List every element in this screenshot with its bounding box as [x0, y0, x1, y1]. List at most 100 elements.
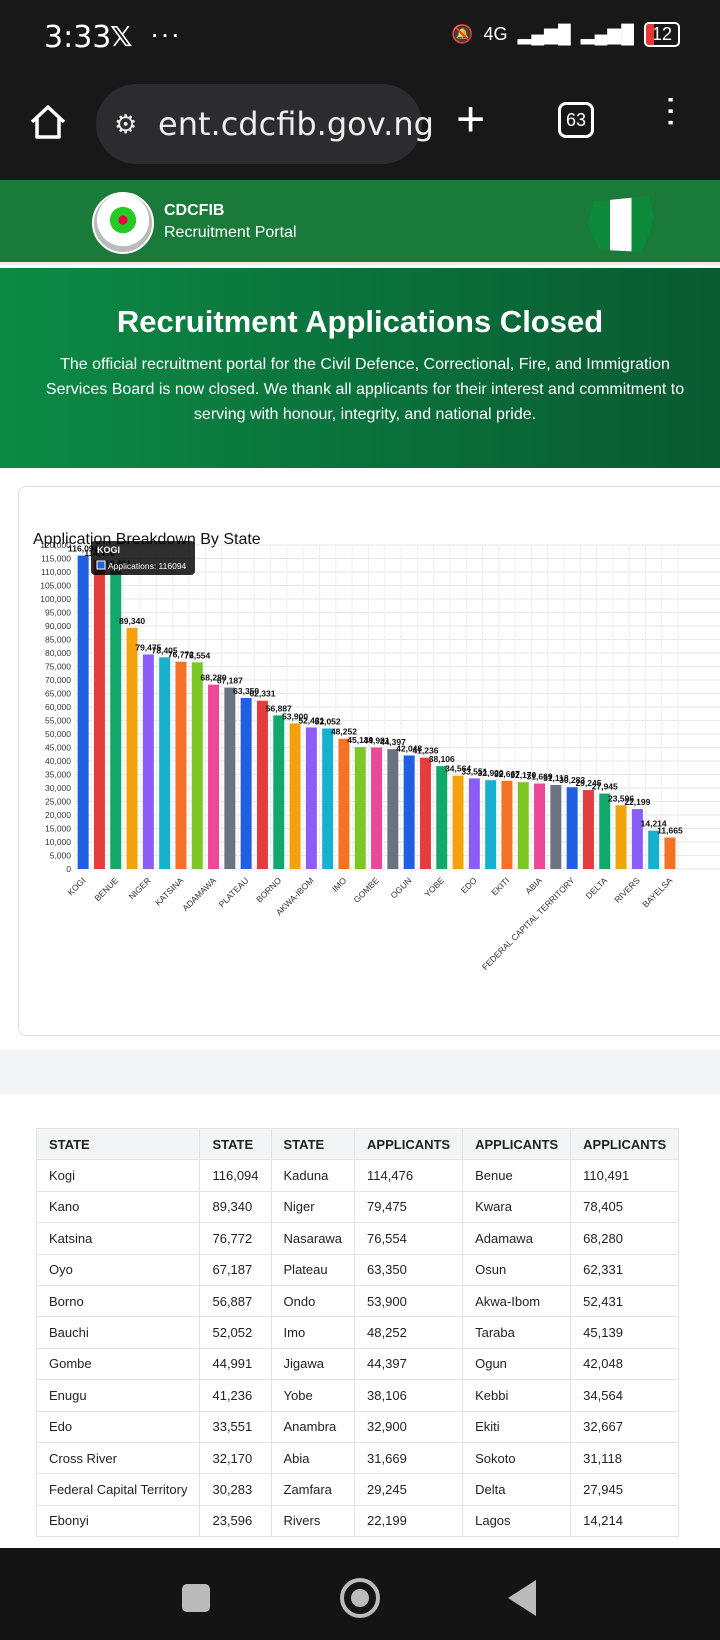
- table-cell: 52,431: [570, 1284, 680, 1318]
- table-cell: 67,187: [199, 1253, 272, 1286]
- back-button[interactable]: [508, 1580, 536, 1616]
- table-row: Katsina 76,772 Nasarawa 76,554 Adamawa 68,280: [36, 1222, 680, 1255]
- table-row: Borno 56,887 Ondo 53,900 Akwa-Ibom 52,431: [36, 1284, 680, 1318]
- table-cell: Ebonyi: [36, 1504, 201, 1538]
- recents-button[interactable]: [182, 1584, 210, 1612]
- table-cell: 27,945: [570, 1473, 680, 1506]
- overflow-menu-icon[interactable]: ⋯: [652, 94, 690, 128]
- x-tick-label: BORNO: [254, 875, 283, 904]
- table-cell: Oyo: [36, 1253, 201, 1286]
- data-label: 32,170: [510, 770, 536, 780]
- bar-bauchi: [322, 728, 334, 869]
- table-cell: 33,551: [199, 1410, 272, 1443]
- y-tick-label: 110,000: [41, 567, 71, 577]
- tooltip-value: Applications: 116094: [108, 561, 187, 571]
- data-label: 44,397: [380, 737, 406, 747]
- table-cell: 63,350: [354, 1253, 464, 1286]
- cdcfib-logo[interactable]: [92, 192, 154, 254]
- data-label: 32,667: [494, 769, 520, 779]
- data-label: 30,283: [559, 775, 585, 785]
- data-label: 31,118: [543, 773, 569, 783]
- table-cell: 68,280: [570, 1222, 680, 1255]
- y-tick-label: 85,000: [45, 635, 71, 645]
- data-label: 89,340: [119, 616, 145, 626]
- column-header: STATE: [36, 1128, 201, 1161]
- data-label: 53,900: [282, 711, 308, 721]
- table-cell: Taraba: [462, 1316, 572, 1349]
- bar-federal-capital-territory: [566, 787, 578, 869]
- data-label: 31,669: [527, 771, 553, 781]
- table-cell: 22,199: [354, 1504, 464, 1538]
- tab-switcher-button[interactable]: 63: [558, 102, 594, 138]
- y-tick-label: 105,000: [40, 581, 71, 591]
- applicants-table-container[interactable]: STATE STATE STATE APPLICANTS APPLICANTS APPLI…: [36, 1128, 720, 1548]
- x-tick-label: DELTA: [584, 875, 610, 901]
- table-cell: 76,772: [199, 1222, 272, 1255]
- y-tick-label: 45,000: [45, 743, 71, 753]
- table-cell: 78,405: [570, 1190, 680, 1224]
- bar-gombe: [371, 747, 383, 869]
- site-settings-icon[interactable]: ⚙: [114, 110, 138, 140]
- table-cell: Anambra: [270, 1410, 356, 1443]
- bar-nasarawa: [191, 662, 203, 869]
- bar-taraba: [354, 747, 366, 869]
- x-tick-label: EKITI: [489, 875, 511, 897]
- table-row: Enugu 41,236 Yobe 38,106 Kebbi 34,564: [36, 1379, 680, 1412]
- column-header: APPLICANTS: [462, 1128, 572, 1161]
- y-tick-label: 75,000: [45, 662, 71, 672]
- browser-toolbar: ⚙ ent.cdcfib.gov.ng + 63 ⋯: [0, 78, 720, 180]
- bar-kano: [126, 627, 138, 869]
- bar-kwara: [159, 657, 171, 869]
- bar-oyo: [224, 687, 236, 869]
- table-cell: Abia: [270, 1441, 356, 1475]
- table-cell: 62,331: [570, 1253, 680, 1286]
- x-tick-label: KATSINA: [153, 875, 186, 908]
- bar-kebbi: [452, 775, 464, 869]
- site-header: CDCFIB Recruitment Portal: [0, 180, 720, 265]
- home-button[interactable]: [340, 1578, 380, 1618]
- data-label: 23,596: [608, 793, 634, 803]
- brand-title: CDCFIB: [164, 202, 225, 219]
- home-icon[interactable]: [28, 102, 68, 142]
- table-cell: Niger: [270, 1190, 356, 1224]
- table-cell: 53,900: [354, 1284, 464, 1318]
- table-cell: Bauchi: [36, 1316, 201, 1349]
- table-cell: Kogi: [36, 1159, 201, 1192]
- y-tick-label: 95,000: [45, 608, 71, 618]
- x-tick-label: IMO: [330, 875, 349, 894]
- table-row: Oyo 67,187 Plateau 63,350 Osun 62,331: [36, 1253, 680, 1286]
- data-label: 76,554: [184, 650, 210, 660]
- hero-text: The official recruitment portal for the …: [45, 356, 685, 423]
- brand-subtitle: Recruitment Portal: [164, 224, 297, 241]
- hero-banner: Recruitment Applications Closed The offi…: [0, 268, 720, 468]
- column-header: APPLICANTS: [354, 1128, 464, 1161]
- table-cell: 52,052: [199, 1316, 272, 1349]
- status-time: 3:33: [44, 20, 112, 55]
- x-app-icon: 𝕏: [110, 21, 133, 52]
- data-label: 63,350: [233, 686, 259, 696]
- table-cell: 42,048: [570, 1347, 680, 1381]
- table-cell: 38,106: [354, 1379, 464, 1412]
- bar-jigawa: [387, 749, 399, 869]
- y-tick-label: 80,000: [45, 648, 71, 658]
- table-cell: Ondo: [270, 1284, 356, 1318]
- android-nav-bar: [0, 1548, 720, 1640]
- table-cell: Benue: [462, 1159, 572, 1192]
- y-tick-label: 25,000: [45, 797, 71, 807]
- bar-plateau: [240, 697, 252, 869]
- new-tab-icon[interactable]: +: [456, 91, 486, 147]
- bar-ogun: [403, 755, 415, 869]
- applicants-table: STATE STATE STATE APPLICANTS APPLICANTS APPLI…: [36, 1128, 680, 1538]
- x-tick-label: BENUE: [92, 875, 120, 903]
- nigeria-map-icon: [588, 196, 654, 252]
- table-cell: Kwara: [462, 1190, 572, 1224]
- x-tick-label: OGUN: [388, 875, 413, 900]
- column-header: STATE: [199, 1128, 272, 1161]
- bar-enugu: [419, 757, 431, 869]
- address-bar[interactable]: ⚙ ent.cdcfib.gov.ng: [96, 84, 434, 164]
- y-tick-label: 55,000: [45, 716, 71, 726]
- data-label: 33,551: [461, 766, 487, 776]
- battery-level: 12: [651, 24, 672, 44]
- x-tick-label: BAYELSA: [640, 875, 674, 909]
- table-cell: Edo: [36, 1410, 201, 1443]
